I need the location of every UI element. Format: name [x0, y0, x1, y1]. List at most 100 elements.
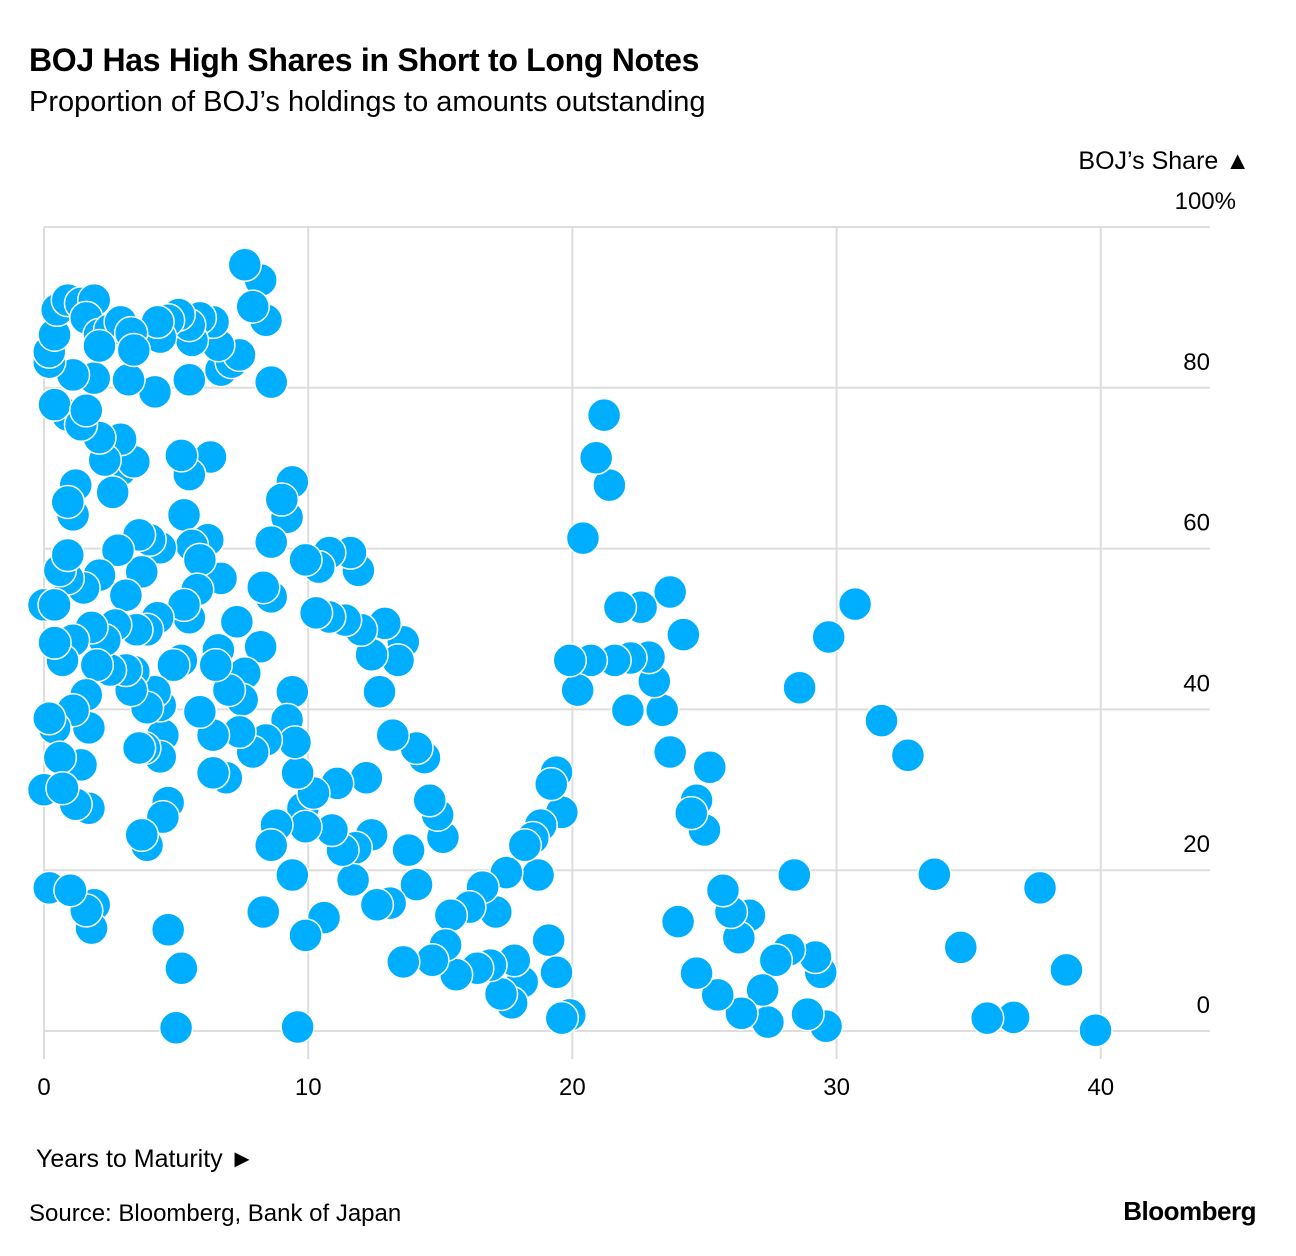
- data-point: [156, 647, 191, 683]
- data-point: [53, 873, 88, 908]
- data-point: [50, 537, 86, 573]
- data-point: [507, 828, 543, 863]
- source-note: Source: Bloomberg, Bank of Japan: [29, 1200, 402, 1227]
- data-point: [544, 1000, 580, 1036]
- data-point: [652, 574, 688, 610]
- data-point: [362, 674, 397, 709]
- data-point: [111, 362, 146, 398]
- data-point: [359, 887, 395, 923]
- data-point: [227, 247, 263, 283]
- data-point: [745, 972, 780, 1008]
- data-point: [386, 944, 421, 980]
- data-point: [782, 670, 817, 705]
- data-point: [610, 692, 646, 728]
- data-point: [724, 996, 759, 1031]
- data-point: [45, 770, 80, 806]
- data-point: [531, 922, 566, 958]
- data-point: [288, 918, 323, 953]
- y-tick-label: 100%: [1175, 188, 1236, 215]
- data-point: [412, 783, 447, 818]
- data-point: [391, 832, 426, 868]
- data-point: [277, 725, 313, 760]
- x-tick-label: 30: [823, 1074, 850, 1101]
- data-point: [50, 484, 86, 520]
- data-point: [253, 828, 289, 863]
- x-tick-label: 10: [295, 1074, 322, 1101]
- data-point: [280, 755, 315, 791]
- data-point: [198, 647, 233, 683]
- data-point: [166, 497, 202, 533]
- chart-subtitle: Proportion of BOJ’s holdings to amounts …: [29, 86, 706, 118]
- data-point: [674, 795, 709, 831]
- data-point: [195, 755, 231, 791]
- data-point: [182, 694, 218, 730]
- data-point: [288, 542, 323, 578]
- data-point: [116, 332, 152, 368]
- data-point: [837, 586, 873, 622]
- data-point: [264, 482, 300, 517]
- data-point: [790, 996, 825, 1032]
- data-point: [150, 912, 186, 947]
- data-point: [164, 438, 199, 473]
- data-point: [172, 362, 207, 398]
- data-point: [586, 397, 622, 433]
- data-point: [37, 587, 72, 623]
- data-point: [602, 590, 638, 625]
- y-tick-label: 0: [1197, 992, 1210, 1019]
- y-tick-label: 60: [1183, 510, 1210, 537]
- data-point: [82, 328, 117, 364]
- data-point: [243, 629, 278, 664]
- y-tick-label: 20: [1183, 831, 1210, 858]
- data-point: [375, 717, 410, 753]
- data-point: [539, 955, 574, 990]
- data-point: [811, 619, 846, 655]
- data-point: [666, 617, 701, 652]
- data-point: [288, 809, 323, 845]
- x-tick-label: 40: [1087, 1074, 1114, 1101]
- data-point: [1078, 1012, 1113, 1048]
- data-point: [42, 740, 78, 775]
- data-point: [253, 524, 289, 560]
- data-point: [1022, 870, 1058, 906]
- data-point: [578, 440, 614, 475]
- data-point: [969, 1000, 1005, 1036]
- data-point: [534, 766, 569, 802]
- data-point: [777, 857, 812, 893]
- data-point: [644, 692, 680, 728]
- tick-labels: 0 20 40 60 80 100% 0 10 20 30 40: [37, 188, 1236, 1101]
- data-point: [692, 750, 728, 785]
- y-tick-label: 40: [1183, 670, 1210, 697]
- data-point: [246, 894, 281, 930]
- data-point: [275, 674, 310, 709]
- data-point: [700, 977, 735, 1013]
- data-point: [483, 976, 519, 1012]
- data-point: [943, 930, 979, 965]
- data-point: [219, 604, 255, 640]
- data-point: [1049, 952, 1084, 988]
- data-point: [433, 897, 469, 933]
- data-point: [399, 867, 434, 902]
- data-point: [164, 951, 199, 986]
- data-point: [32, 700, 67, 736]
- data-point: [917, 856, 952, 892]
- data-point: [124, 817, 160, 853]
- data-point: [100, 532, 136, 568]
- data-point: [275, 857, 310, 893]
- y-axis-title: BOJ’s Share ▲: [1078, 147, 1250, 175]
- data-point: [280, 1009, 315, 1045]
- data-point: [349, 760, 384, 795]
- data-point: [758, 942, 794, 978]
- data-point: [69, 393, 104, 428]
- y-tick-label: 80: [1183, 349, 1210, 376]
- data-point: [182, 542, 218, 578]
- x-tick-label: 20: [559, 1074, 586, 1101]
- data-point: [95, 475, 130, 510]
- x-axis-title: Years to Maturity ►: [36, 1145, 254, 1173]
- data-point: [246, 569, 281, 605]
- data-point: [253, 364, 289, 400]
- data-point: [520, 857, 556, 893]
- x-tick-label: 0: [37, 1074, 50, 1101]
- data-point: [79, 647, 115, 683]
- data-point: [158, 1010, 194, 1046]
